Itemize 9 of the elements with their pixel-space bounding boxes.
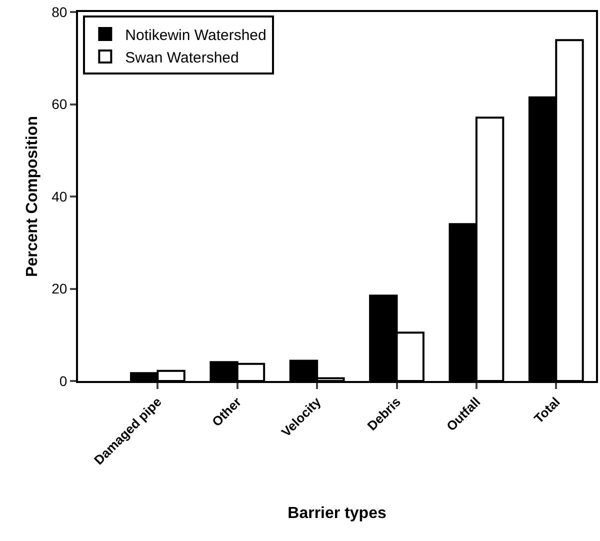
y-tick-label: 20 [52,280,68,297]
legend-label: Swan Watershed [125,49,239,66]
legend-label: Notikewin Watershed [125,26,266,44]
y-tick-label: 60 [52,96,68,112]
y-tick-label: 0 [59,372,68,389]
y-tick-label: 40 [52,188,68,204]
x-axis-title: Barrier types [288,504,386,522]
y-tick-label: 80 [52,4,68,20]
y-axis-title: Percent Composition [24,116,42,277]
